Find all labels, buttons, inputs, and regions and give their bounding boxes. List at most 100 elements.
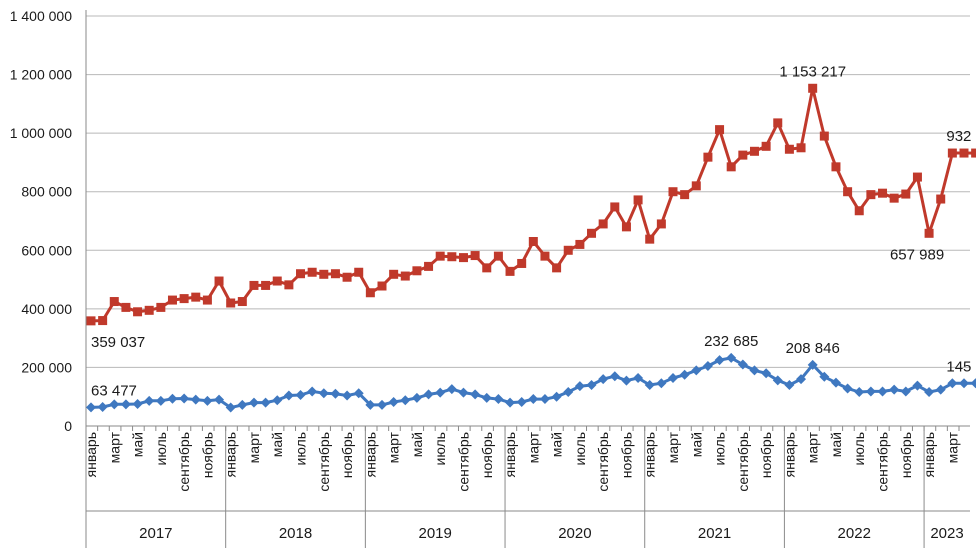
data-label: 145 847	[946, 358, 976, 375]
data-point	[959, 148, 969, 158]
data-point	[388, 396, 399, 407]
month-label: март	[525, 431, 541, 463]
year-label: 2023	[930, 525, 963, 542]
data-point	[668, 187, 678, 197]
data-label: 208 846	[786, 340, 840, 357]
month-label: май	[688, 432, 704, 457]
data-point	[679, 369, 690, 380]
data-point	[411, 392, 422, 403]
month-label: май	[549, 432, 565, 457]
y-tick-label: 800 000	[21, 184, 72, 200]
data-point	[819, 371, 830, 382]
data-point	[354, 267, 364, 277]
data-point	[481, 392, 492, 403]
month-label: январь	[921, 432, 937, 477]
data-point	[249, 280, 259, 290]
data-point	[132, 399, 143, 410]
data-point	[237, 297, 247, 307]
month-label: январь	[642, 432, 658, 477]
data-point	[447, 252, 457, 262]
data-point	[761, 368, 772, 379]
year-label: 2022	[838, 525, 871, 542]
data-point	[412, 266, 422, 276]
year-label: 2018	[279, 525, 312, 542]
month-label: март	[246, 431, 262, 463]
data-point	[773, 118, 783, 128]
month-label: март	[386, 431, 402, 463]
grid-layer	[86, 15, 970, 427]
data-point	[563, 387, 574, 398]
month-label: июль	[293, 432, 309, 465]
month-label: июль	[572, 432, 588, 465]
data-point	[551, 391, 562, 402]
month-label: январь	[781, 432, 797, 477]
data-point	[342, 390, 353, 401]
axis-layer: 0 200 000 400 000 600 000 800 000 1 000 000 1 …	[10, 8, 970, 548]
data-point	[715, 125, 725, 135]
data-point	[517, 258, 527, 268]
data-point	[633, 372, 644, 383]
data-point	[516, 396, 527, 407]
data-point	[342, 272, 352, 282]
data-point	[644, 380, 655, 390]
data-point	[330, 269, 340, 279]
data-point	[156, 302, 166, 312]
data-point	[296, 269, 306, 279]
data-point	[98, 316, 108, 326]
month-label: ноябрь	[479, 432, 495, 478]
data-point	[563, 245, 573, 255]
data-point	[179, 294, 189, 304]
data-point	[272, 395, 283, 406]
data-label: 63 477	[91, 382, 137, 399]
data-point	[830, 377, 841, 388]
data-point	[936, 194, 946, 204]
data-point	[470, 389, 481, 400]
data-point	[726, 352, 737, 363]
data-point	[318, 388, 329, 399]
data-point	[493, 394, 504, 405]
data-point	[971, 148, 976, 158]
month-label: январь	[83, 432, 99, 477]
data-point	[691, 365, 702, 376]
data-point	[947, 148, 957, 158]
data-point	[458, 253, 468, 263]
year-label: 2020	[558, 525, 591, 542]
data-point	[272, 276, 282, 286]
data-point	[924, 228, 934, 238]
y-tick-label: 0	[64, 418, 72, 434]
data-point	[248, 397, 259, 408]
series-line-0	[90, 86, 976, 323]
data-point	[575, 239, 585, 249]
month-label: январь	[223, 432, 239, 477]
data-point	[493, 251, 503, 261]
data-point	[772, 375, 783, 386]
data-point	[167, 393, 178, 404]
data-point	[912, 380, 923, 391]
data-point	[959, 378, 969, 389]
data-point	[284, 280, 294, 290]
data-point	[796, 374, 807, 385]
data-point	[295, 389, 306, 400]
month-label: сентябрь	[595, 432, 611, 492]
month-label: сентябрь	[455, 432, 471, 492]
data-point	[446, 384, 457, 395]
data-point	[889, 384, 900, 395]
data-point	[133, 307, 143, 317]
data-point	[202, 295, 212, 305]
data-label-layer: 359 037 1 153 217 657 989 932 034 63 477 232 …	[91, 63, 976, 399]
data-point	[970, 378, 976, 389]
data-point	[784, 144, 794, 154]
data-point	[423, 389, 434, 400]
data-point	[854, 206, 864, 216]
data-point	[877, 386, 888, 397]
data-point	[121, 302, 131, 312]
data-point	[808, 83, 818, 93]
data-point	[714, 355, 725, 366]
month-label: ноябрь	[898, 432, 914, 478]
month-label: март	[665, 431, 681, 463]
data-point	[819, 131, 829, 141]
data-point	[889, 193, 899, 203]
data-point	[226, 298, 236, 308]
data-point	[167, 295, 177, 305]
series-layer	[86, 83, 976, 413]
